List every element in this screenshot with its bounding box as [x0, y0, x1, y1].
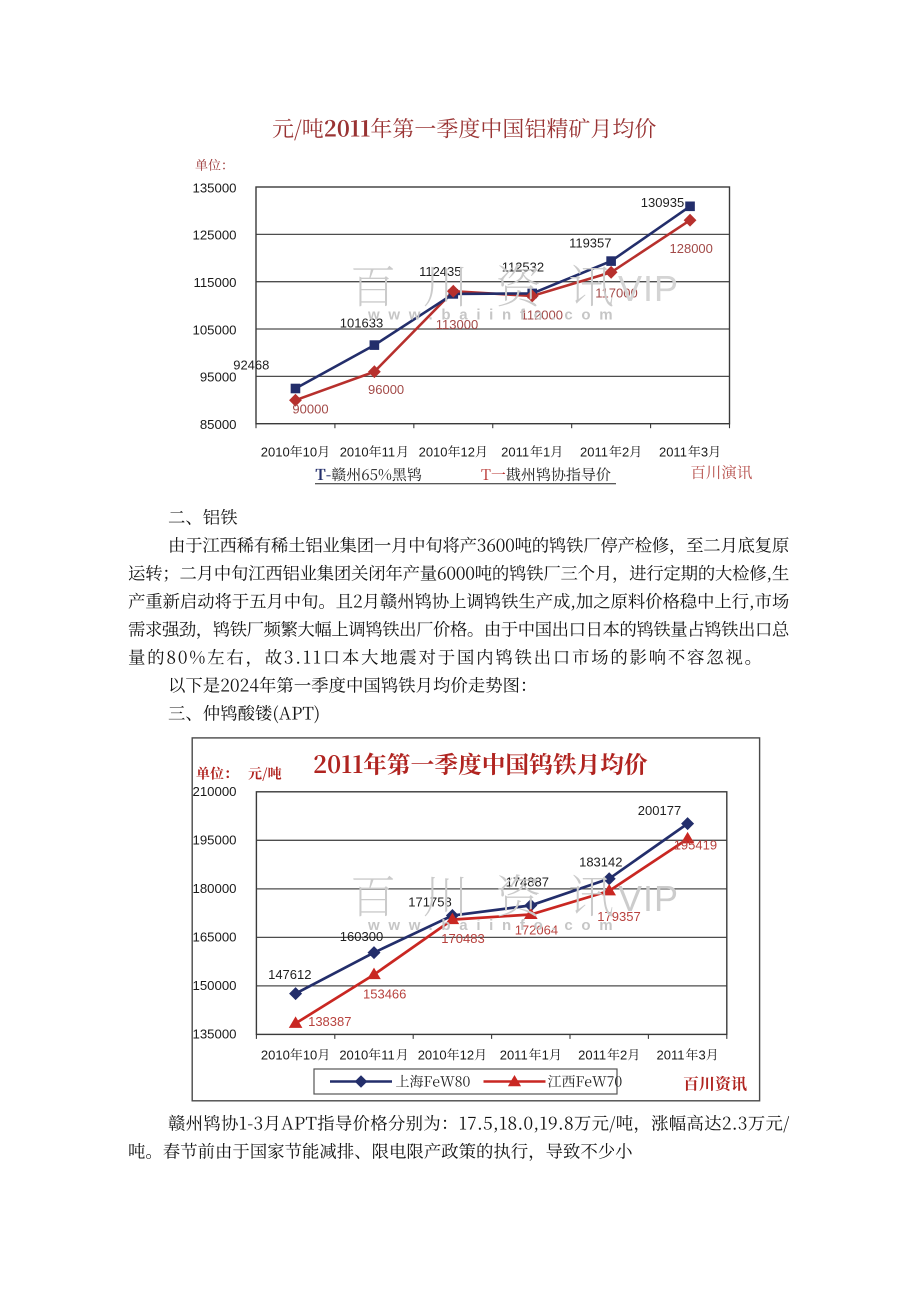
svg-text:3: 3: [701, 444, 708, 459]
svg-text:112000: 112000: [521, 307, 563, 322]
svg-text:101633: 101633: [340, 316, 383, 331]
svg-text:112435: 112435: [419, 264, 461, 279]
svg-text:85000: 85000: [200, 417, 237, 432]
svg-text:180000: 180000: [192, 881, 236, 896]
svg-text:170483: 170483: [441, 931, 484, 946]
svg-text:130935: 130935: [641, 195, 684, 210]
svg-text:2010: 2010: [340, 444, 369, 459]
svg-text:183142: 183142: [579, 855, 622, 870]
svg-text:2011: 2011: [580, 444, 608, 459]
svg-text:138387: 138387: [308, 1014, 351, 1029]
svg-text:128000: 128000: [670, 241, 713, 256]
svg-text:2010: 2010: [419, 444, 448, 459]
svg-text:113000: 113000: [436, 317, 478, 332]
svg-text:153466: 153466: [363, 986, 406, 1001]
svg-text:2010: 2010: [339, 1047, 368, 1062]
svg-text:165000: 165000: [192, 930, 236, 945]
svg-text:195000: 195000: [192, 833, 236, 848]
svg-text:90000: 90000: [292, 402, 328, 417]
svg-text:171758: 171758: [408, 894, 451, 909]
svg-text:2011: 2011: [500, 1047, 528, 1062]
svg-text:210000: 210000: [192, 784, 236, 799]
svg-text:2011: 2011: [578, 1047, 606, 1062]
svg-text:11: 11: [382, 444, 396, 459]
svg-text:125000: 125000: [192, 228, 236, 243]
svg-text:www.baiinfo.com: www.baiinfo.com: [367, 307, 621, 324]
svg-text:10: 10: [303, 444, 317, 459]
svg-text:2: 2: [622, 444, 629, 459]
svg-text:200177: 200177: [638, 803, 681, 818]
svg-text:96000: 96000: [368, 382, 404, 397]
svg-text:135000: 135000: [192, 1027, 236, 1042]
svg-text:119357: 119357: [569, 235, 611, 250]
svg-text:160300: 160300: [340, 929, 383, 944]
svg-text:147612: 147612: [268, 967, 311, 982]
svg-text:135000: 135000: [192, 180, 236, 195]
svg-text:VIP: VIP: [618, 268, 679, 309]
svg-text:3: 3: [698, 1047, 705, 1062]
svg-text:2: 2: [620, 1047, 627, 1062]
svg-text:2010: 2010: [418, 1047, 447, 1062]
svg-text:115000: 115000: [193, 275, 236, 290]
svg-text:172064: 172064: [515, 923, 558, 938]
svg-text:11: 11: [381, 1047, 395, 1062]
svg-text:2011: 2011: [659, 444, 687, 459]
svg-text:1: 1: [542, 1047, 549, 1062]
svg-text:92468: 92468: [233, 358, 269, 373]
svg-text:150000: 150000: [192, 978, 236, 993]
svg-text:1: 1: [543, 444, 550, 459]
svg-text:10: 10: [303, 1047, 317, 1062]
svg-text:95000: 95000: [200, 370, 237, 385]
svg-text:195419: 195419: [674, 837, 717, 852]
svg-text:2011: 2011: [657, 1047, 685, 1062]
svg-text:VIP: VIP: [618, 878, 679, 919]
svg-text:www.baiinfo.com: www.baiinfo.com: [367, 917, 621, 934]
svg-text:2010: 2010: [261, 1047, 290, 1062]
svg-text:2011: 2011: [501, 444, 529, 459]
svg-text:2010: 2010: [261, 444, 290, 459]
svg-text:105000: 105000: [192, 322, 236, 337]
svg-text:12: 12: [461, 444, 475, 459]
svg-text:12: 12: [460, 1047, 474, 1062]
svg-text:174887: 174887: [506, 874, 549, 889]
